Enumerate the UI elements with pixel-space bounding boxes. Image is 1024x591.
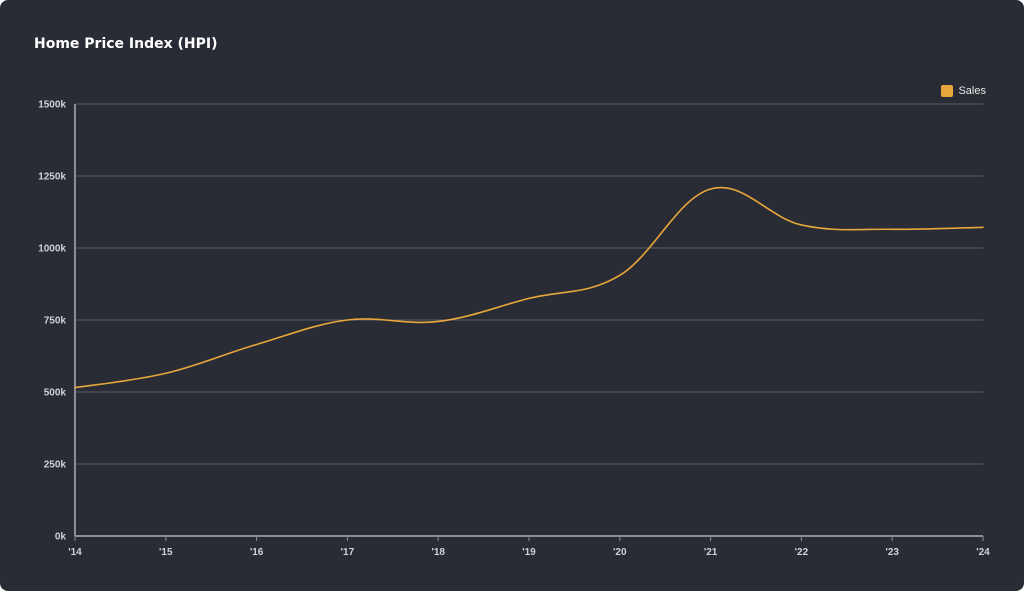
x-tick-label: '15: [159, 547, 173, 558]
data-point: [708, 186, 714, 192]
y-tick-label: 0k: [55, 532, 67, 543]
data-point: [617, 272, 623, 278]
y-tick-label: 250k: [44, 460, 67, 471]
data-point: [435, 318, 441, 324]
series-line-sales: [74, 186, 984, 389]
data-point: [980, 224, 986, 230]
data-point: [72, 385, 78, 391]
y-tick-label: 1000k: [38, 244, 66, 255]
data-point: [889, 226, 895, 232]
x-tick-label: '24: [976, 547, 990, 558]
x-tick-label: '22: [795, 547, 809, 558]
data-point: [254, 341, 260, 347]
data-point: [163, 370, 169, 376]
x-tick-label: '14: [68, 547, 82, 558]
y-tick-label: 1500k: [38, 100, 66, 111]
x-tick-label: '17: [341, 547, 355, 558]
x-tick-label: '18: [431, 547, 445, 558]
legend-label-sales: Sales: [958, 85, 986, 97]
y-tick-label: 1250k: [38, 172, 66, 183]
x-tick-label: '23: [885, 547, 899, 558]
x-tick-label: '20: [613, 547, 627, 558]
chart-legend[interactable]: Sales: [941, 85, 986, 97]
data-point: [344, 317, 350, 323]
y-tick-label: 750k: [44, 316, 67, 327]
x-tick-label: '16: [250, 547, 264, 558]
y-tick-label: 500k: [44, 388, 67, 399]
x-tick-label: '21: [704, 547, 718, 558]
data-point: [526, 295, 532, 301]
x-tick-label: '19: [522, 547, 536, 558]
data-point: [798, 222, 804, 228]
chart-title: Home Price Index (HPI): [34, 36, 218, 52]
legend-swatch-sales: [941, 85, 954, 97]
